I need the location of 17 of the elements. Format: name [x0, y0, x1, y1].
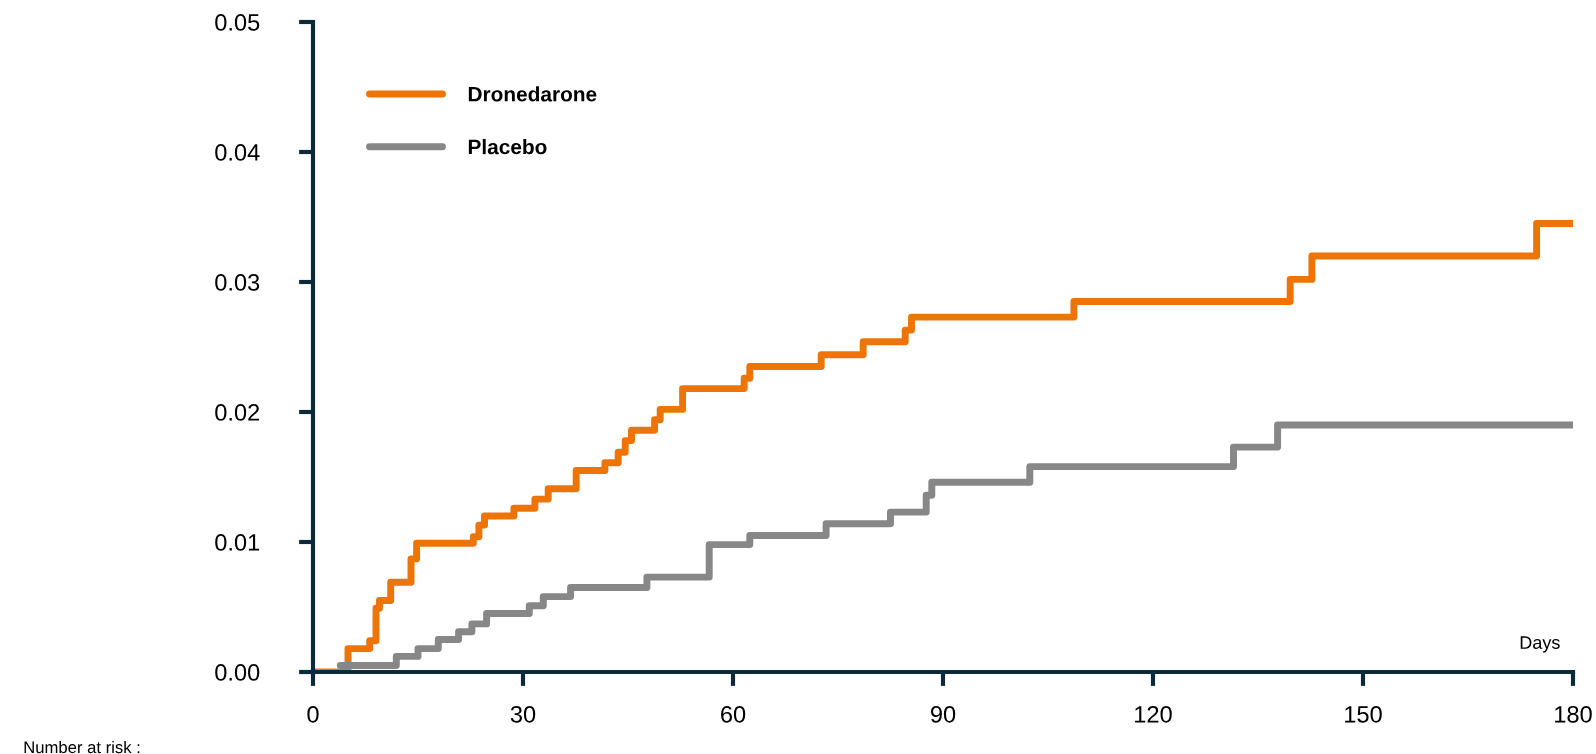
- legend-label: Dronedarone: [468, 86, 597, 102]
- y-tick-label: 0.02: [215, 404, 260, 421]
- x-tick-label: 90: [930, 705, 956, 723]
- x-tick-label: 120: [1135, 705, 1172, 723]
- y-tick-label: 0.00: [215, 664, 260, 681]
- annotation: Days: [1520, 636, 1560, 653]
- x-tick-label: 180: [1555, 705, 1592, 723]
- text: Number at risk :: [24, 740, 140, 754]
- y-tick-label: 0.04: [215, 144, 260, 161]
- y-tick-label: 0.01: [215, 534, 260, 551]
- x-tick-label: 150: [1345, 705, 1382, 723]
- x-tick-label: 0: [307, 705, 319, 723]
- y-tick-label: 0.05: [215, 14, 260, 31]
- x-tick-label: 60: [721, 705, 746, 723]
- y-tick-label: 0.03: [215, 274, 260, 291]
- x-tick-label: 30: [510, 705, 536, 723]
- legend-label: Placebo: [468, 139, 547, 155]
